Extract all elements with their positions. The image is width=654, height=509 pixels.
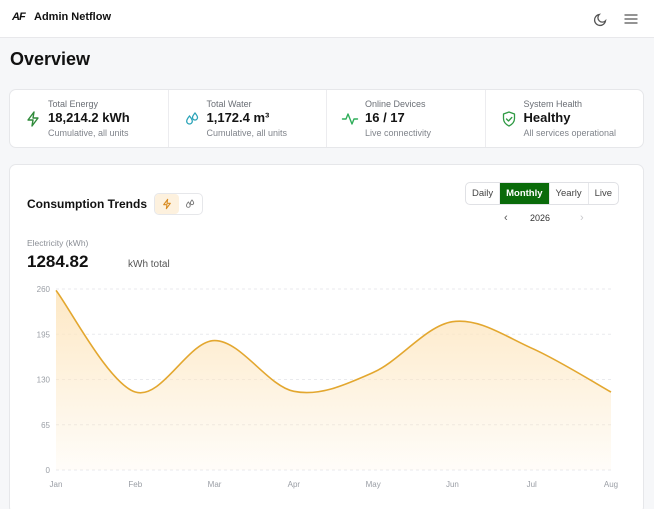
activity-icon	[341, 113, 359, 125]
stat-label: Total Energy	[48, 99, 99, 109]
y-tick-label: 130	[37, 376, 51, 385]
total-value: 1284.82	[27, 252, 89, 271]
metric-label: Electricity (kWh)	[27, 238, 89, 248]
brand[interactable]: AF Admin Netflow	[12, 11, 111, 23]
menu-icon[interactable]	[622, 10, 640, 28]
stat-sub: Cumulative, all units	[48, 128, 129, 138]
stat-total-water: Total Water 1,172.4 m³ Cumulative, all u…	[169, 90, 327, 147]
card-title: Consumption Trends	[27, 197, 147, 211]
stat-sub: Cumulative, all units	[206, 128, 288, 138]
top-bar: AF Admin Netflow	[0, 0, 654, 38]
stat-label: Total Water	[206, 99, 252, 109]
y-tick-label: 260	[37, 285, 51, 294]
x-tick-label: Jun	[446, 480, 459, 489]
stat-system-health: System Health Healthy All services opera…	[486, 90, 644, 147]
stat-label: System Health	[523, 99, 583, 109]
droplets-icon	[186, 199, 195, 208]
tab-yearly[interactable]: Yearly	[550, 183, 589, 204]
stat-value: 18,214.2 kWh	[48, 110, 130, 125]
series-area	[56, 290, 611, 470]
page-title: Overview	[10, 49, 91, 69]
stat-value: 1,172.4 m³	[206, 110, 270, 125]
tab-monthly[interactable]: Monthly	[500, 183, 550, 204]
total-unit: kWh total	[128, 259, 170, 270]
x-tick-label: Feb	[128, 480, 142, 489]
x-tick-label: Jul	[527, 480, 537, 489]
range-tabs: Daily Monthly Yearly Live	[465, 182, 620, 205]
x-tick-label: Mar	[208, 480, 222, 489]
x-tick-label: Jan	[50, 480, 63, 489]
year-label: 2026	[530, 213, 551, 223]
stat-label: Online Devices	[365, 99, 426, 109]
stat-value: Healthy	[523, 110, 571, 125]
y-tick-label: 195	[37, 330, 51, 339]
tab-live[interactable]: Live	[594, 188, 613, 199]
x-tick-label: Apr	[288, 480, 301, 489]
y-tick-label: 0	[46, 466, 51, 475]
lightning-icon	[162, 198, 171, 210]
y-tick-label: 65	[41, 421, 50, 430]
app-title: Admin Netflow	[34, 11, 111, 23]
moon-icon[interactable]	[592, 10, 610, 28]
shield-check-icon	[502, 111, 515, 127]
stat-sub: All services operational	[523, 128, 617, 138]
stat-value: 16 / 17	[365, 110, 405, 125]
series-line	[55, 289, 612, 394]
water-toggle-button[interactable]	[179, 194, 203, 214]
electricity-toggle-button[interactable]	[155, 194, 179, 214]
chevron-right-icon[interactable]: ›	[580, 212, 584, 224]
tab-daily[interactable]: Daily	[466, 183, 501, 204]
x-tick-label: Aug	[604, 480, 618, 489]
droplets-icon	[185, 111, 198, 125]
x-tick-label: May	[366, 480, 381, 489]
year-nav: ‹ 2026 ›	[500, 211, 590, 225]
chevron-left-icon[interactable]: ‹	[504, 212, 508, 224]
stat-sub: Live connectivity	[365, 128, 432, 138]
stat-total-energy: Total Energy 18,214.2 kWh Cumulative, al…	[10, 90, 169, 147]
stats-panel: Total Energy 18,214.2 kWh Cumulative, al…	[9, 89, 644, 148]
logo: AF	[12, 11, 26, 23]
stat-online-devices: Online Devices 16 / 17 Live connectivity	[327, 90, 486, 147]
lightning-icon	[27, 111, 39, 127]
metric-toggle	[154, 193, 203, 215]
